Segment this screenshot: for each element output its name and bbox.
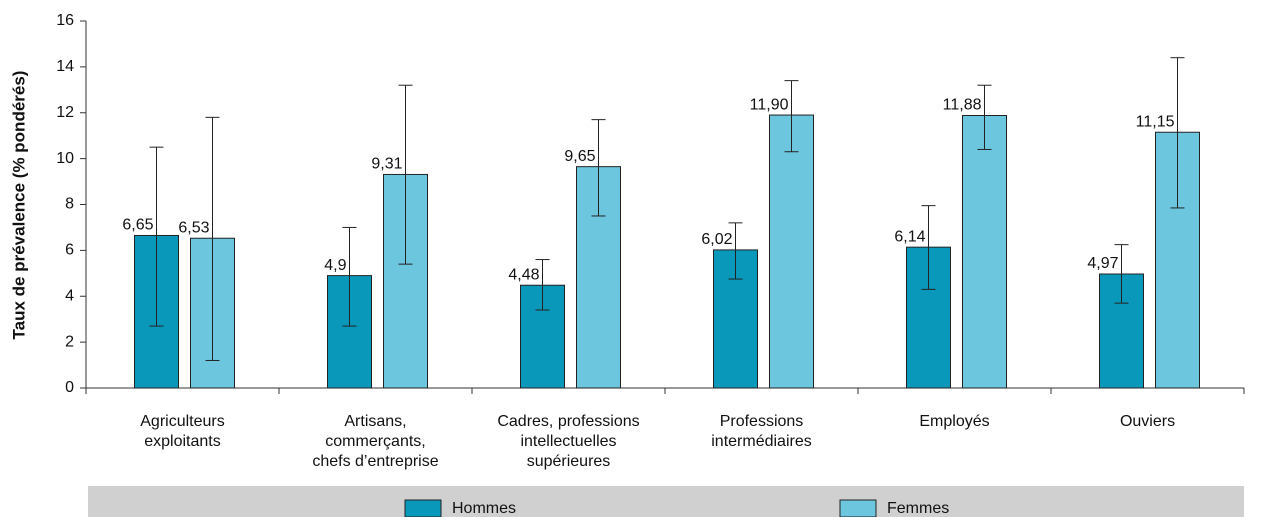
x-tick-label: Artisans, commerçants, chefs d’entreprise xyxy=(312,413,438,470)
x-tick-label-line: Cadres, professions xyxy=(497,413,639,430)
y-tick-label: 8 xyxy=(65,196,74,213)
data-label: 6,02 xyxy=(701,231,732,248)
x-tick-label-line: intermédiaires xyxy=(711,433,811,450)
error-bar xyxy=(342,226,357,327)
error-bar xyxy=(728,222,743,280)
legend-swatch xyxy=(404,499,442,517)
error-bar xyxy=(149,146,164,327)
x-tick-label: Employés xyxy=(919,413,989,430)
data-label: 4,97 xyxy=(1087,255,1118,272)
y-tick-label: 0 xyxy=(65,379,74,396)
x-tick-label: Ouviers xyxy=(1120,413,1175,430)
error-bar xyxy=(977,84,992,150)
data-label: 9,31 xyxy=(371,156,402,173)
error-bar xyxy=(784,80,799,153)
legend-background xyxy=(88,486,1244,517)
legend-label: Hommes xyxy=(452,500,516,517)
error-bar xyxy=(591,119,606,217)
x-tick-label-line: Professions xyxy=(720,413,804,430)
error-bar xyxy=(921,205,936,290)
data-label: 11,88 xyxy=(943,97,982,114)
x-tick-label-line: supérieures xyxy=(527,453,611,470)
x-tick-label-line: exploitants xyxy=(144,433,221,450)
bar xyxy=(962,115,1007,389)
y-tick-label: 12 xyxy=(56,104,74,121)
x-tick-label-line: Artisans, xyxy=(344,413,406,430)
x-tick-label: Professions intermédiaires xyxy=(711,413,811,450)
error-bar xyxy=(1170,57,1185,209)
data-label: 6,14 xyxy=(894,228,925,245)
legend-swatch xyxy=(839,499,877,517)
x-tick-label-line: Agriculteurs xyxy=(140,413,224,430)
x-tick-label-line: Employés xyxy=(919,413,989,430)
error-bar xyxy=(398,84,413,265)
legend-label: Femmes xyxy=(887,500,949,517)
data-label: 11,90 xyxy=(750,96,789,113)
x-tick-label-line: intellectuelles xyxy=(520,433,616,450)
error-bar xyxy=(1114,244,1129,304)
data-label: 6,65 xyxy=(122,217,153,234)
error-bar xyxy=(205,116,220,361)
bar xyxy=(769,114,814,389)
data-label: 9,65 xyxy=(564,148,595,165)
x-tick-label: Agriculteurs exploitants xyxy=(140,413,224,450)
data-label: 6,53 xyxy=(178,219,209,236)
error-bar xyxy=(535,259,550,311)
data-label: 4,9 xyxy=(324,257,346,274)
y-tick-label: 4 xyxy=(65,287,74,304)
data-label: 11,15 xyxy=(1136,113,1175,130)
x-tick-label-line: commerçants, xyxy=(325,433,425,450)
x-tick-label-line: Ouviers xyxy=(1120,413,1175,430)
y-tick-label: 16 xyxy=(56,12,74,29)
y-tick-label: 6 xyxy=(65,242,74,259)
x-tick-label-line: chefs d’entreprise xyxy=(312,453,438,470)
data-label: 4,48 xyxy=(508,266,539,283)
y-axis-label: Taux de prévalence (% pondérés) xyxy=(9,71,28,340)
y-tick-label: 10 xyxy=(56,150,74,167)
x-tick-label: Cadres, professions intellectuelles supéri… xyxy=(497,413,639,470)
y-tick-label: 2 xyxy=(65,333,74,350)
y-tick-label: 14 xyxy=(56,58,74,75)
